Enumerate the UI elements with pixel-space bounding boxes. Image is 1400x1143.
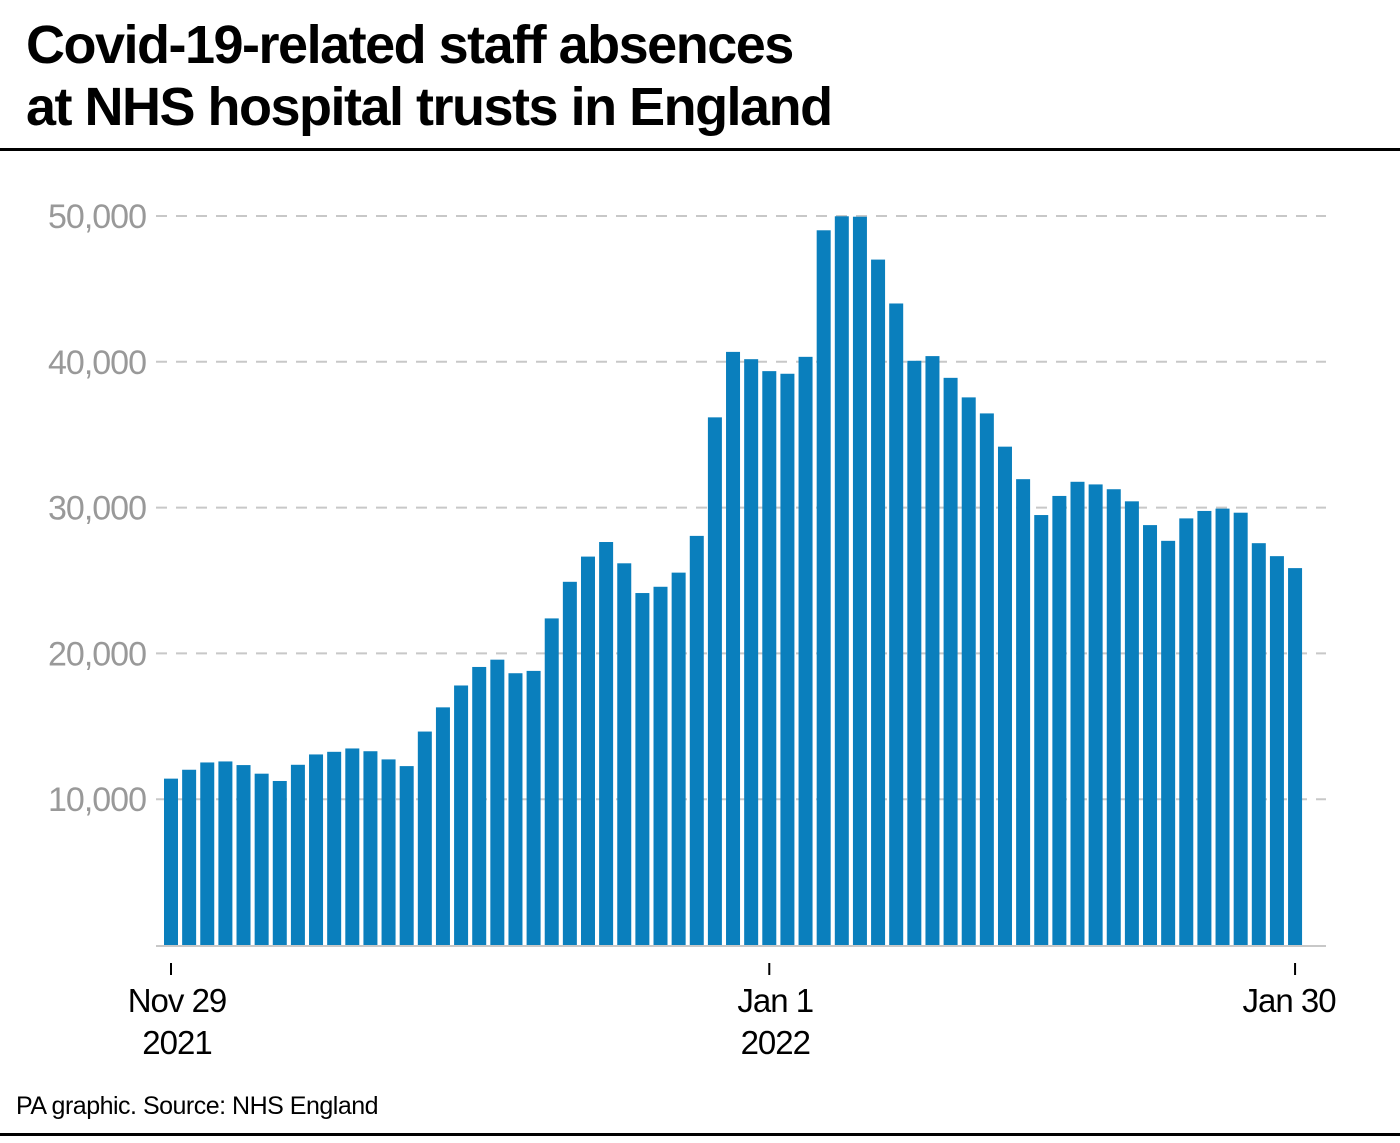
bar [1070,481,1085,945]
bar [182,769,197,945]
bar [490,659,505,945]
bar [617,563,632,945]
bar [508,673,523,945]
bar [889,303,904,946]
bar [236,765,251,945]
bar [707,417,722,946]
bar [653,586,668,945]
bar [218,761,233,945]
bar [381,759,396,945]
bar [997,446,1012,945]
bar [1124,501,1139,945]
chart-title: Covid-19-related staff absences at NHS h… [26,14,833,138]
y-tick-label: 50,000 [48,198,146,236]
source-note: PA graphic. Source: NHS England [16,1092,379,1120]
bar [472,666,487,945]
bar [780,373,795,945]
bar [254,773,269,945]
bar [526,670,541,945]
bar [961,397,976,945]
bar [1269,556,1284,945]
bar [907,360,922,945]
bar [798,356,813,946]
bar [290,764,305,945]
bar [399,766,414,945]
title-line-1: Covid-19-related staff absences [26,15,794,75]
bottom-divider [0,1133,1400,1136]
bar [164,778,178,945]
bar [689,535,704,945]
gridlines [156,215,1326,801]
bar [871,259,886,946]
bars [164,216,1303,946]
bar [1034,515,1049,945]
bar [345,748,360,945]
bar [1215,508,1230,945]
bar [327,751,342,945]
bar [200,762,215,945]
bar [726,351,741,945]
bar [309,754,324,945]
bar [1143,525,1158,945]
bar [1197,510,1212,945]
x-tick-label: Nov 29 [128,982,227,1019]
bar [834,216,849,946]
bar [1016,479,1031,945]
bar [1179,518,1194,945]
bar [1161,540,1176,945]
bar [635,593,650,945]
bar [562,581,577,945]
x-tick-year-label: 2021 [142,1024,211,1061]
bar [599,542,614,945]
bar [417,731,432,945]
bar [544,618,559,945]
title-line-2: at NHS hospital trusts in England [26,77,833,137]
bar [363,751,378,945]
y-tick-label: 30,000 [48,490,146,528]
bar [671,572,686,945]
bar [454,685,469,945]
bar [943,377,958,946]
y-tick-label: 10,000 [48,781,146,819]
x-tick-label: Jan 1 [737,982,813,1019]
bar [1251,543,1266,945]
x-axis-ticks: Nov 29 2021 Jan 1 2022 Jan 30 [128,963,1337,1061]
bar [272,780,287,945]
bar [1052,495,1067,945]
y-axis-ticks: 10,000 20,000 30,000 40,000 50,000 [48,198,147,819]
bar [1288,568,1303,945]
bar [435,707,450,945]
bar [580,556,595,945]
bar [1106,489,1121,945]
bar [979,413,994,945]
bar [762,371,777,945]
y-tick-label: 20,000 [48,635,146,673]
bar [816,230,831,946]
bar [1088,484,1103,945]
bar [1233,512,1248,945]
title-divider [0,148,1400,151]
bar [744,359,759,945]
x-tick-year-label: 2022 [741,1024,810,1061]
bar [852,216,867,946]
x-tick-label: Jan 30 [1243,982,1337,1019]
bar [925,356,940,945]
y-tick-label: 40,000 [48,344,146,382]
